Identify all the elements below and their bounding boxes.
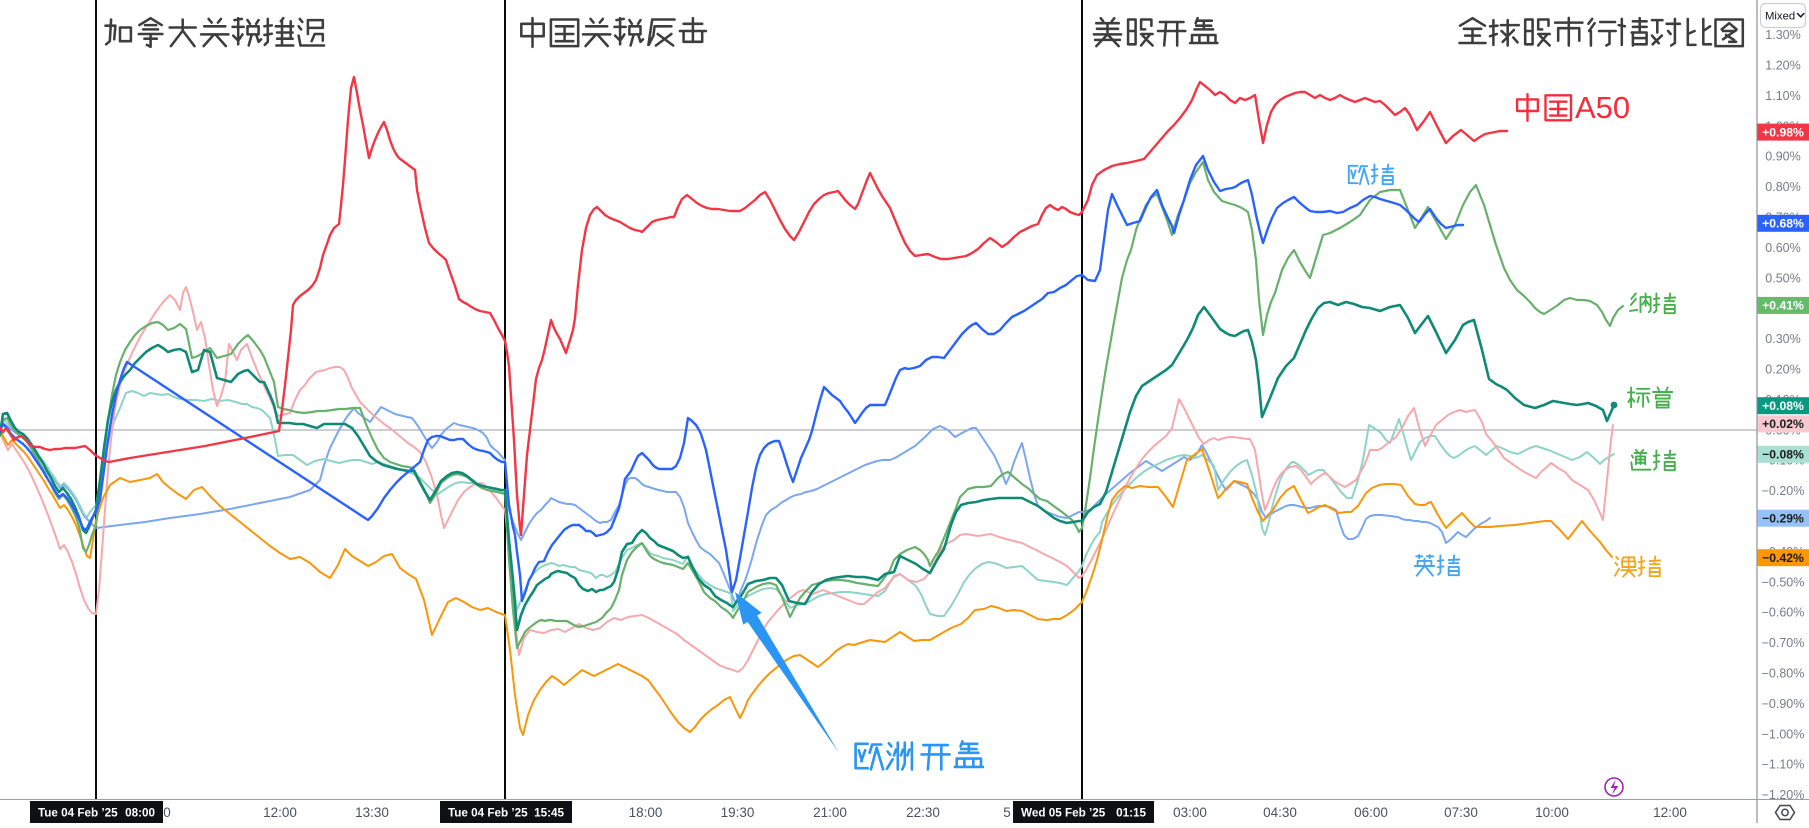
svg-text:0.80%: 0.80% bbox=[1765, 180, 1800, 194]
svg-text:−0.70%: −0.70% bbox=[1762, 636, 1805, 650]
svg-text:−0.20%: −0.20% bbox=[1762, 484, 1805, 498]
svg-text:−1.20%: −1.20% bbox=[1762, 788, 1805, 802]
svg-text:08:00: 08:00 bbox=[125, 807, 155, 820]
svg-text:Mixed: Mixed bbox=[1765, 11, 1795, 23]
svg-text:−0.90%: −0.90% bbox=[1762, 697, 1805, 711]
svg-text:−1.10%: −1.10% bbox=[1762, 758, 1805, 772]
svg-text:0.20%: 0.20% bbox=[1765, 363, 1800, 377]
svg-text:A50: A50 bbox=[1575, 90, 1630, 125]
svg-text:04:30: 04:30 bbox=[1263, 805, 1297, 820]
svg-text:0: 0 bbox=[163, 805, 171, 820]
svg-text:0.90%: 0.90% bbox=[1765, 150, 1800, 164]
svg-text:18:00: 18:00 bbox=[629, 805, 663, 820]
svg-text:−0.50%: −0.50% bbox=[1762, 575, 1805, 589]
svg-text:03:00: 03:00 bbox=[1173, 805, 1207, 820]
svg-text:1.10%: 1.10% bbox=[1765, 89, 1800, 103]
svg-text:22:30: 22:30 bbox=[906, 805, 940, 820]
svg-text:−0.08%: −0.08% bbox=[1762, 448, 1804, 462]
svg-text:15:45: 15:45 bbox=[534, 807, 564, 820]
svg-text:12:00: 12:00 bbox=[263, 805, 297, 820]
svg-text:0.60%: 0.60% bbox=[1765, 241, 1800, 255]
svg-text:Tue 04 Feb ’25: Tue 04 Feb ’25 bbox=[38, 807, 118, 820]
svg-text:0.50%: 0.50% bbox=[1765, 271, 1800, 285]
svg-text:12:00: 12:00 bbox=[1653, 805, 1687, 820]
svg-text:0.30%: 0.30% bbox=[1765, 332, 1800, 346]
svg-text:Wed 05 Feb ’25: Wed 05 Feb ’25 bbox=[1021, 807, 1106, 820]
svg-text:+0.02%: +0.02% bbox=[1762, 417, 1804, 431]
svg-text:+0.08%: +0.08% bbox=[1762, 399, 1804, 413]
svg-text:−0.80%: −0.80% bbox=[1762, 667, 1805, 681]
svg-text:1.20%: 1.20% bbox=[1765, 59, 1800, 73]
svg-text:−1.00%: −1.00% bbox=[1762, 727, 1805, 741]
svg-text:−0.29%: −0.29% bbox=[1762, 512, 1804, 526]
svg-text:+0.41%: +0.41% bbox=[1762, 299, 1804, 313]
svg-text:10:00: 10:00 bbox=[1535, 805, 1569, 820]
svg-text:06:00: 06:00 bbox=[1354, 805, 1388, 820]
svg-text:13:30: 13:30 bbox=[355, 805, 389, 820]
svg-text:5: 5 bbox=[1003, 805, 1011, 820]
svg-text:+0.98%: +0.98% bbox=[1762, 125, 1804, 139]
svg-text:−0.60%: −0.60% bbox=[1762, 606, 1805, 620]
svg-text:1.30%: 1.30% bbox=[1765, 28, 1800, 42]
svg-text:+0.68%: +0.68% bbox=[1762, 217, 1804, 231]
svg-text:19:30: 19:30 bbox=[721, 805, 755, 820]
svg-text:Tue 04 Feb ’25: Tue 04 Feb ’25 bbox=[448, 807, 528, 820]
svg-text:−0.42%: −0.42% bbox=[1762, 551, 1804, 565]
svg-text:01:15: 01:15 bbox=[1116, 807, 1146, 820]
svg-text:21:00: 21:00 bbox=[813, 805, 847, 820]
svg-text:07:30: 07:30 bbox=[1444, 805, 1478, 820]
